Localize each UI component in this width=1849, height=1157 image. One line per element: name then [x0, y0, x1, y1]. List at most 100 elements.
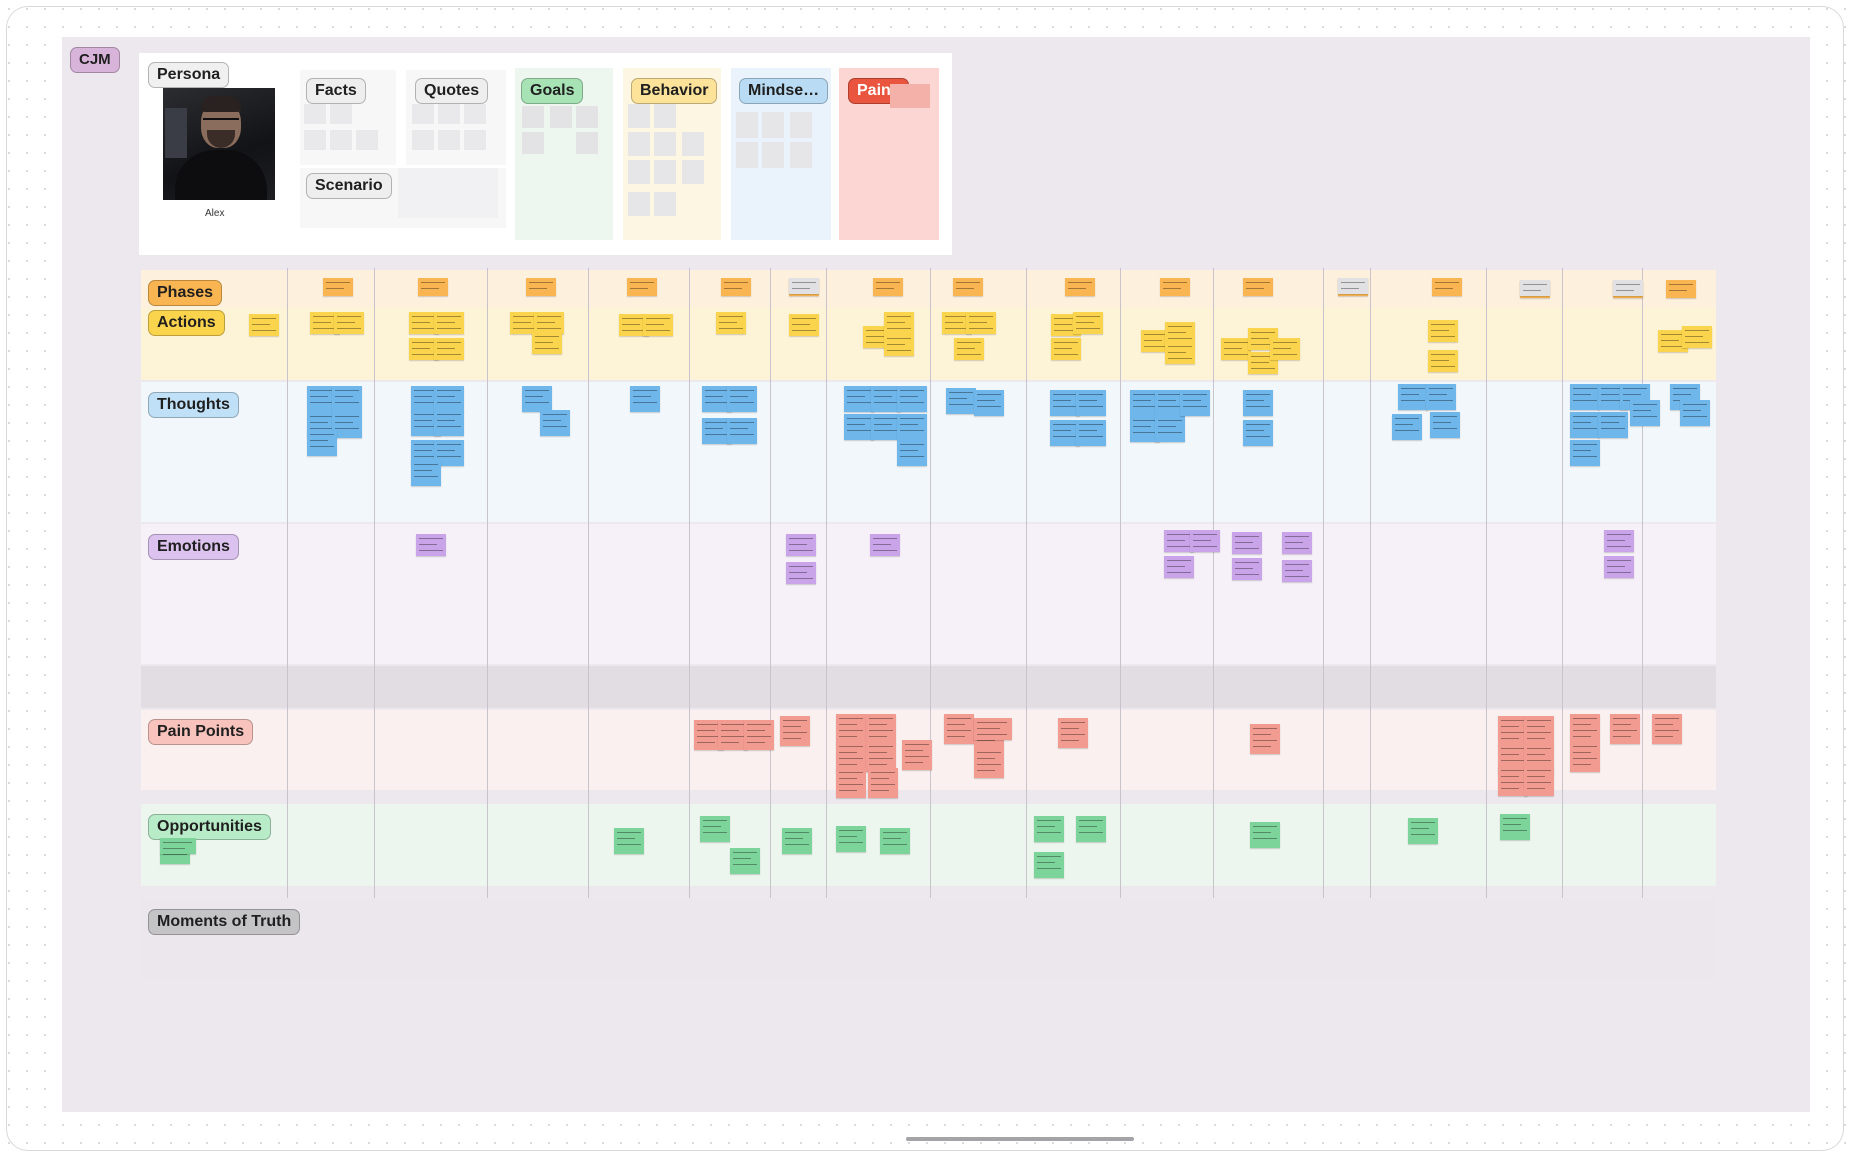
opportunity-sticky[interactable]	[700, 816, 730, 842]
thought-sticky[interactable]	[1570, 440, 1600, 466]
opportunity-sticky[interactable]	[1076, 816, 1106, 842]
thought-sticky[interactable]	[844, 414, 874, 440]
persona-note[interactable]	[304, 130, 326, 150]
pain-point-sticky[interactable]	[974, 748, 1004, 778]
phase-sticky[interactable]	[721, 278, 751, 296]
emotion-sticky[interactable]	[1164, 530, 1194, 552]
persona-note[interactable]	[438, 130, 460, 150]
action-sticky[interactable]	[409, 312, 439, 334]
persona-note[interactable]	[762, 112, 784, 138]
persona-note[interactable]	[438, 104, 460, 124]
phase-sticky[interactable]	[1520, 280, 1550, 296]
action-sticky[interactable]	[619, 314, 649, 336]
opportunities-lane[interactable]	[141, 804, 1716, 886]
phases-lane-title[interactable]: Phases	[148, 280, 223, 306]
persona-note[interactable]	[330, 130, 352, 150]
action-sticky[interactable]	[884, 334, 914, 356]
thoughts-lane[interactable]	[141, 382, 1716, 522]
thought-sticky[interactable]	[871, 414, 901, 440]
action-sticky[interactable]	[1165, 322, 1195, 344]
pain-point-sticky[interactable]	[836, 768, 866, 798]
thought-sticky[interactable]	[540, 410, 570, 436]
pain-point-sticky[interactable]	[836, 714, 866, 744]
thought-sticky[interactable]	[1398, 384, 1428, 410]
thought-sticky[interactable]	[1076, 420, 1106, 446]
pain-point-sticky[interactable]	[744, 720, 774, 750]
thought-sticky[interactable]	[1076, 390, 1106, 416]
persona-note[interactable]	[790, 112, 812, 138]
phase-sticky[interactable]	[789, 278, 819, 294]
persona-note[interactable]	[522, 106, 544, 128]
opportunity-sticky[interactable]	[782, 828, 812, 854]
action-sticky[interactable]	[1141, 330, 1171, 352]
persona-note[interactable]	[330, 104, 352, 124]
emotions-lane[interactable]	[141, 524, 1716, 664]
persona-note[interactable]	[736, 112, 758, 138]
phase-sticky[interactable]	[953, 278, 983, 296]
action-sticky[interactable]	[1428, 350, 1458, 372]
phase-sticky[interactable]	[1666, 280, 1696, 298]
persona-note[interactable]	[654, 132, 676, 156]
pain-point-sticky[interactable]	[1570, 742, 1600, 772]
quotes-tag[interactable]: Quotes	[415, 78, 489, 104]
action-sticky[interactable]	[1221, 338, 1251, 360]
emotion-sticky[interactable]	[786, 534, 816, 556]
thought-sticky[interactable]	[974, 390, 1004, 416]
opportunity-sticky[interactable]	[1034, 816, 1064, 842]
facts-tag[interactable]: Facts	[306, 78, 366, 104]
pain-points-lane-title[interactable]: Pain Points	[148, 719, 254, 745]
action-sticky[interactable]	[1658, 330, 1688, 352]
thought-sticky[interactable]	[630, 386, 660, 412]
persona-note[interactable]	[736, 142, 758, 168]
action-sticky[interactable]	[1682, 326, 1712, 348]
action-sticky[interactable]	[434, 338, 464, 360]
thought-sticky[interactable]	[434, 410, 464, 436]
persona-note[interactable]	[576, 132, 598, 154]
action-sticky[interactable]	[643, 314, 673, 336]
action-sticky[interactable]	[434, 312, 464, 334]
persona-note[interactable]	[628, 132, 650, 156]
persona-note[interactable]	[628, 192, 650, 216]
thought-sticky[interactable]	[1050, 420, 1080, 446]
phase-sticky[interactable]	[418, 278, 448, 296]
opportunity-sticky[interactable]	[614, 828, 644, 854]
persona-note[interactable]	[628, 104, 650, 128]
thought-sticky[interactable]	[1243, 420, 1273, 446]
persona-note[interactable]	[522, 132, 544, 154]
behavior-tag[interactable]: Behavior	[631, 78, 718, 104]
pain-point-sticky[interactable]	[868, 768, 898, 798]
action-sticky[interactable]	[942, 312, 972, 334]
action-sticky[interactable]	[1073, 312, 1103, 334]
thought-sticky[interactable]	[897, 386, 927, 412]
action-sticky[interactable]	[249, 314, 279, 336]
action-sticky[interactable]	[966, 312, 996, 334]
moments-of-truth-lane-title[interactable]: Moments of Truth	[148, 909, 301, 935]
action-sticky[interactable]	[534, 312, 564, 334]
thought-sticky[interactable]	[1430, 412, 1460, 438]
thought-sticky[interactable]	[1243, 390, 1273, 416]
persona-note[interactable]	[654, 192, 676, 216]
phase-sticky[interactable]	[1243, 278, 1273, 296]
action-sticky[interactable]	[1428, 320, 1458, 342]
pain-point-sticky[interactable]	[974, 718, 1012, 740]
opportunity-sticky[interactable]	[1500, 814, 1530, 840]
phase-sticky[interactable]	[1065, 278, 1095, 296]
opportunity-sticky[interactable]	[1250, 822, 1280, 848]
opportunity-sticky[interactable]	[880, 828, 910, 854]
persona-note[interactable]	[356, 130, 378, 150]
thought-sticky[interactable]	[522, 386, 552, 412]
thought-sticky[interactable]	[946, 388, 976, 414]
pain-point-sticky[interactable]	[1250, 724, 1280, 754]
thought-sticky[interactable]	[1392, 414, 1422, 440]
action-sticky[interactable]	[789, 314, 819, 336]
action-sticky[interactable]	[409, 338, 439, 360]
thought-sticky[interactable]	[1680, 400, 1710, 426]
persona-note[interactable]	[762, 142, 784, 168]
emotion-sticky[interactable]	[1232, 558, 1262, 580]
pain-point-sticky[interactable]	[902, 740, 932, 770]
section-title-tag[interactable]: CJM	[70, 47, 120, 73]
emotion-sticky[interactable]	[1604, 530, 1634, 552]
horizontal-scrollbar[interactable]	[906, 1137, 1134, 1141]
pain-point-sticky[interactable]	[1524, 716, 1554, 746]
emotion-sticky[interactable]	[416, 534, 446, 556]
